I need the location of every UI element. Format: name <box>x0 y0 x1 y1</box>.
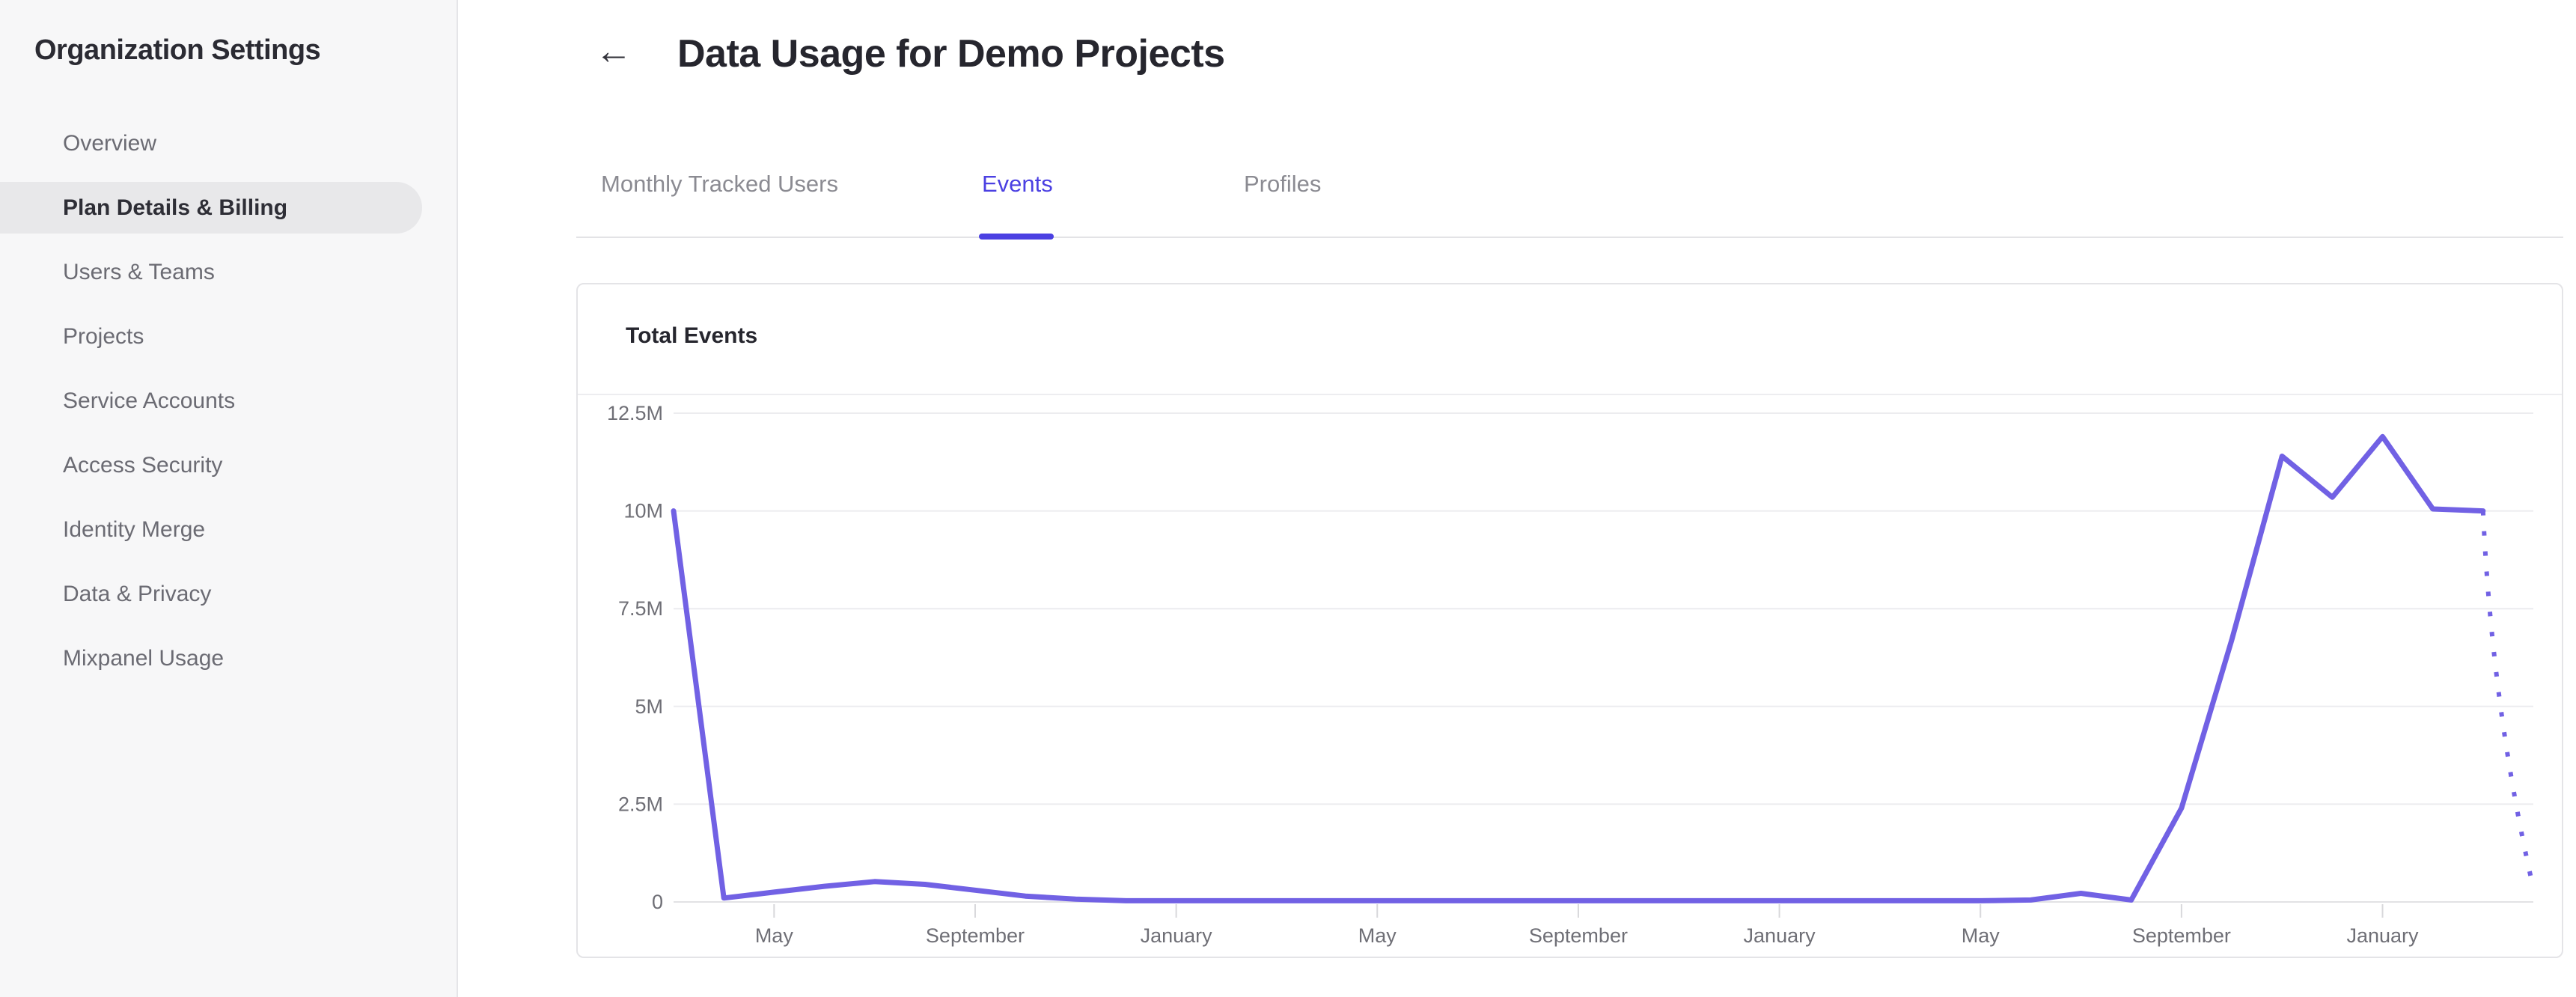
x-axis-label: January <box>1141 924 1213 947</box>
tab-monthly-tracked-users[interactable]: Monthly Tracked Users <box>601 171 838 197</box>
card-divider <box>578 394 2562 395</box>
y-axis-label: 0 <box>652 891 663 913</box>
x-axis-label: January <box>1744 924 1816 947</box>
y-axis-label: 2.5M <box>618 793 663 815</box>
sidebar-item-label: Access Security <box>63 453 223 478</box>
y-axis-label: 12.5M <box>607 402 663 424</box>
x-axis-label: September <box>2132 924 2231 947</box>
tab-bar: Monthly Tracked Users Events Profiles <box>576 161 2563 240</box>
sidebar-item-mixpanel-usage[interactable]: Mixpanel Usage <box>0 626 458 691</box>
back-arrow-icon[interactable]: ← <box>595 30 632 72</box>
sidebar-item-label: Identity Merge <box>63 517 206 542</box>
active-tab-indicator <box>979 234 1054 240</box>
sidebar-item-label: Users & Teams <box>63 260 215 284</box>
sidebar-item-label: Mixpanel Usage <box>63 646 225 671</box>
sidebar-item-projects[interactable]: Projects <box>0 305 458 369</box>
sidebar-item-data-privacy[interactable]: Data & Privacy <box>0 562 458 626</box>
x-axis-label: May <box>1358 924 1397 947</box>
sidebar-item-overview[interactable]: Overview <box>0 112 458 176</box>
y-axis-label: 5M <box>635 695 663 718</box>
y-axis-label: 10M <box>623 500 663 522</box>
x-axis-label: May <box>755 924 794 947</box>
sidebar-item-identity-merge[interactable]: Identity Merge <box>0 498 458 562</box>
tab-events[interactable]: Events <box>982 171 1053 197</box>
x-axis-label: September <box>926 924 1025 947</box>
sidebar-nav: Overview Plan Details & Billing Users & Te… <box>0 112 458 691</box>
sidebar-item-users-teams[interactable]: Users & Teams <box>0 240 458 305</box>
chart-title: Total Events <box>626 323 758 348</box>
sidebar-item-label: Service Accounts <box>63 388 236 413</box>
y-axis-label: 7.5M <box>618 597 663 620</box>
series-line <box>671 433 2486 903</box>
sidebar: Organization Settings Overview Plan Detai… <box>0 0 458 997</box>
x-axis-label: January <box>2346 924 2419 947</box>
sidebar-item-label: Data & Privacy <box>63 582 212 606</box>
sidebar-item-label: Overview <box>63 131 157 156</box>
total-events-line-chart: 12.5M 10M 7.5M 5M 2.5M 0 May September January Ma… <box>607 402 2536 947</box>
sidebar-title: Organization Settings <box>34 34 321 66</box>
total-events-card: Total Events 12.5M 10M 7.5M 5M 2.5M 0 May Septe… <box>576 283 2563 958</box>
tab-profiles[interactable]: Profiles <box>1244 171 1322 197</box>
sidebar-item-label: Plan Details & Billing <box>63 195 288 220</box>
sidebar-item-plan-details-billing[interactable]: Plan Details & Billing <box>0 176 458 240</box>
sidebar-item-access-security[interactable]: Access Security <box>0 433 458 498</box>
projection-dotted-line <box>2480 510 2536 889</box>
x-axis-label: September <box>1529 924 1628 947</box>
sidebar-item-label: Projects <box>63 324 144 349</box>
x-axis-label: May <box>1962 924 2000 947</box>
page-title: Data Usage for Demo Projects <box>677 32 1225 76</box>
sidebar-item-service-accounts[interactable]: Service Accounts <box>0 369 458 433</box>
